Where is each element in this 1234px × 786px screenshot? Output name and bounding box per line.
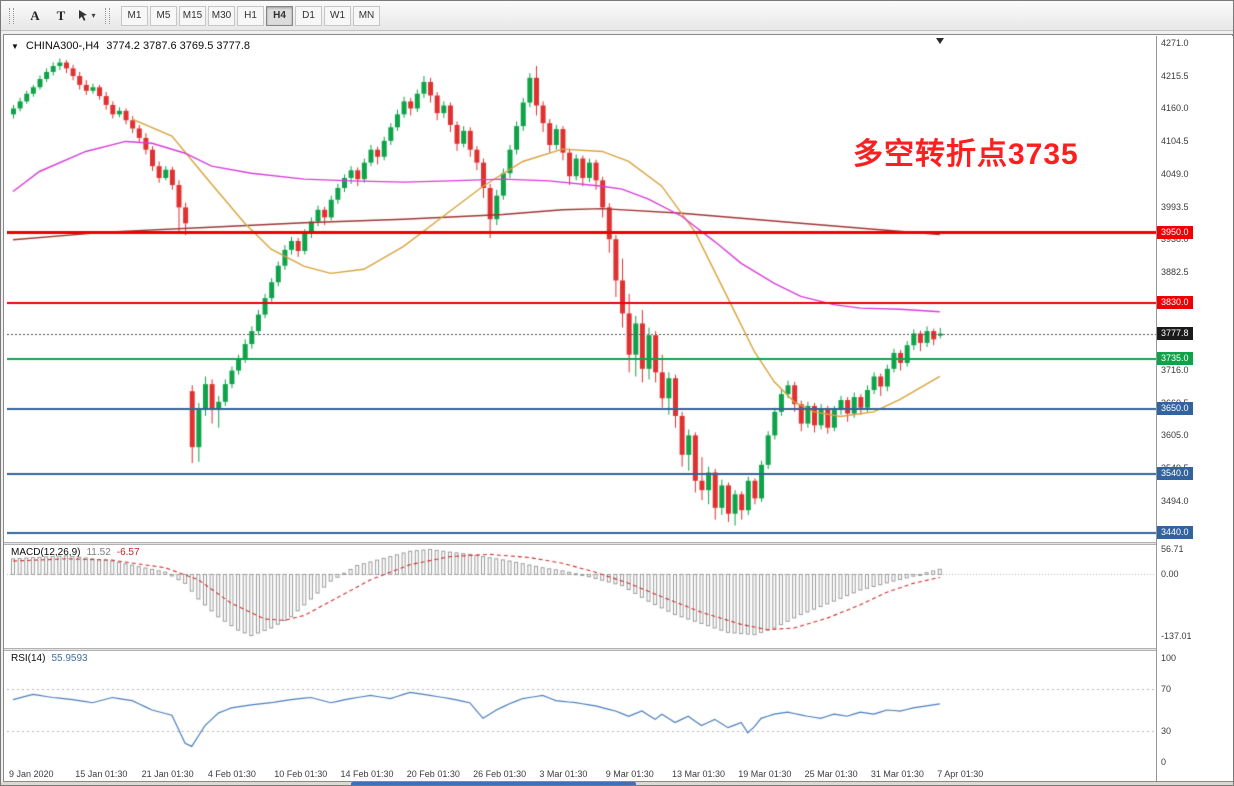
ohlc-collapse-icon[interactable]: ▼ — [11, 41, 19, 51]
price-scale-label: 3605.0 — [1161, 430, 1189, 441]
time-scale-label: 14 Feb 01:30 — [340, 769, 394, 779]
macd-scale-label: 56.71 — [1161, 544, 1184, 555]
price-level-badge: 3735.0 — [1157, 352, 1193, 366]
time-scale-label: 7 Apr 01:30 — [937, 769, 984, 779]
macd-indicator-canvas[interactable] — [7, 545, 1156, 648]
macd-name: MACD(12,26,9) — [11, 547, 81, 558]
timeframe-button-h1[interactable]: H1 — [237, 5, 264, 26]
price-scale-label: 4271.0 — [1161, 38, 1189, 49]
time-scale-label: 25 Mar 01:30 — [804, 769, 858, 779]
time-scale-label: 19 Mar 01:30 — [738, 769, 792, 779]
time-scale-label: 9 Mar 01:30 — [605, 769, 654, 779]
chart-text-annotation[interactable]: 多空转折点3735 — [853, 138, 1079, 171]
rsi-scale-label: 0 — [1161, 757, 1167, 767]
time-scale-label: 4 Feb 01:30 — [207, 769, 256, 779]
toolbar-grip-handle[interactable] — [9, 7, 14, 24]
time-scale-label: 13 Mar 01:30 — [672, 769, 726, 779]
chart-title-line: ▼ CHINA300-,H4 3774.2 3787.6 3769.5 3777… — [11, 40, 250, 52]
rsi-scale-label: 30 — [1161, 725, 1172, 736]
rsi-label: RSI(14) 55.9593 — [11, 653, 94, 664]
rsi-value: 55.9593 — [51, 653, 88, 664]
arrow-text-tool-button[interactable]: A — [23, 5, 47, 27]
price-scale-label: 3993.5 — [1161, 201, 1189, 212]
price-scale-label: 3494.0 — [1161, 495, 1189, 506]
price-level-badge: 3540.0 — [1157, 467, 1193, 481]
price-scale-label: 4215.5 — [1161, 70, 1189, 81]
price-scale-label: 3716.0 — [1161, 364, 1189, 375]
toolbar: A T ▾ M1 M5 M15 M30 H1 H4 D1 W1 MN — [1, 1, 1233, 31]
pane-separator-rsi[interactable] — [4, 648, 1232, 651]
pane-separator-macd[interactable] — [4, 542, 1232, 545]
macd-scale-label: 0.00 — [1161, 569, 1179, 580]
price-scale-label: 3938.0 — [1161, 234, 1189, 245]
chart-shift-marker-icon[interactable] — [936, 38, 944, 44]
rsi-name: RSI(14) — [11, 653, 46, 664]
time-scale-label: 26 Feb 01:30 — [473, 769, 527, 779]
price-scale-label: 4160.0 — [1161, 103, 1189, 114]
timeframe-group: M1 M5 M15 M30 H1 H4 D1 W1 MN — [121, 5, 380, 26]
macd-scale-label: -137.01 — [1161, 630, 1192, 641]
rsi-scale-label: 100 — [1161, 653, 1177, 663]
price-level-badge: 3650.0 — [1157, 402, 1193, 416]
text-label-tool-button[interactable]: T — [49, 5, 73, 27]
cursor-tool-button[interactable]: ▾ — [75, 5, 99, 27]
time-scale-label: 10 Feb 01:30 — [274, 769, 328, 779]
timeframe-button-h4[interactable]: H4 — [266, 5, 293, 26]
time-scale-label: 20 Feb 01:30 — [406, 769, 460, 779]
price-chart-canvas[interactable] — [7, 36, 1156, 542]
price-scale-label: 4049.0 — [1161, 168, 1189, 179]
price-scale-label: 3882.5 — [1161, 266, 1189, 277]
macd-value-main: 11.52 — [86, 547, 111, 558]
ohlc-values: 3774.2 3787.6 3769.5 3777.8 — [106, 40, 251, 52]
timeframe-button-mn[interactable]: MN — [353, 5, 380, 26]
time-scale-label: 3 Mar 01:30 — [539, 769, 588, 779]
current-price-badge: 3777.8 — [1157, 327, 1193, 341]
price-level-badge: 3440.0 — [1157, 526, 1193, 540]
price-level-badge: 3830.0 — [1157, 296, 1193, 310]
timeframe-button-m30[interactable]: M30 — [208, 5, 235, 26]
timeframe-button-m5[interactable]: M5 — [150, 5, 177, 26]
timeframe-button-m15[interactable]: M15 — [179, 5, 206, 26]
toolbar-grip-handle-2[interactable] — [105, 7, 110, 24]
bottom-strip-highlight — [351, 782, 636, 785]
rsi-scale-label: 70 — [1161, 684, 1172, 695]
bottom-strip — [1, 782, 1233, 785]
time-scale[interactable]: 9 Jan 2020 15 Jan 01:30 21 Jan 01:30 4 Feb … — [7, 765, 1156, 780]
macd-label: MACD(12,26,9) 11.52 -6.57 — [11, 547, 146, 558]
time-scale-label: 9 Jan 2020 — [9, 769, 54, 779]
rsi-indicator-canvas[interactable] — [7, 651, 1156, 764]
symbol-period-label: CHINA300-,H4 — [25, 40, 100, 52]
price-scale-label: 4104.5 — [1161, 136, 1189, 147]
caret-down-icon: ▾ — [91, 11, 96, 20]
time-scale-label: 21 Jan 01:30 — [141, 769, 194, 779]
timeframe-button-w1[interactable]: W1 — [324, 5, 351, 26]
price-level-badge: 3950.0 — [1157, 225, 1193, 239]
cursor-arrow-icon — [79, 10, 88, 21]
time-scale-label: 31 Mar 01:30 — [870, 769, 924, 779]
timeframe-button-d1[interactable]: D1 — [295, 5, 322, 26]
macd-value-signal: -6.57 — [116, 547, 140, 558]
time-scale-label: 15 Jan 01:30 — [75, 769, 128, 779]
timeframe-button-m1[interactable]: M1 — [121, 5, 148, 26]
